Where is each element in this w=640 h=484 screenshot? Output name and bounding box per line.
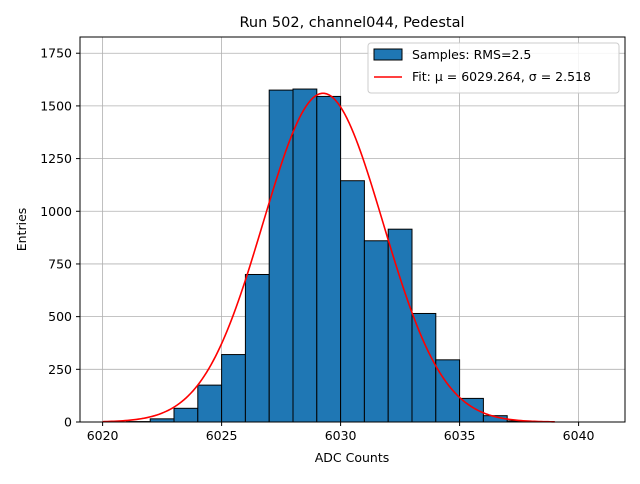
y-tick-label: 0 bbox=[64, 415, 72, 430]
y-tick-label: 1750 bbox=[40, 46, 72, 61]
histogram-bar bbox=[222, 355, 246, 422]
legend-histogram-label: Samples: RMS=2.5 bbox=[412, 47, 531, 62]
histogram-bar bbox=[388, 229, 412, 422]
histogram-bar bbox=[293, 89, 317, 422]
y-tick-label: 1000 bbox=[40, 204, 72, 219]
histogram-bar bbox=[364, 241, 388, 422]
histogram-bar bbox=[198, 385, 222, 422]
x-axis-label: ADC Counts bbox=[315, 450, 390, 465]
legend-histogram-swatch bbox=[374, 49, 402, 60]
histogram-bar bbox=[245, 274, 269, 422]
histogram-bar bbox=[412, 313, 436, 422]
histogram-bar bbox=[317, 96, 341, 422]
x-tick-label: 6030 bbox=[325, 428, 357, 443]
y-axis-label: Entries bbox=[14, 208, 29, 252]
y-tick-label: 1250 bbox=[40, 151, 72, 166]
y-tick-label: 1500 bbox=[40, 98, 72, 113]
y-tick-label: 250 bbox=[48, 362, 72, 377]
legend-fit-label: Fit: μ = 6029.264, σ = 2.518 bbox=[412, 69, 591, 84]
y-tick-label: 500 bbox=[48, 309, 72, 324]
histogram-bar bbox=[174, 408, 198, 422]
legend: Samples: RMS=2.5 Fit: μ = 6029.264, σ = … bbox=[368, 43, 619, 93]
histogram-bar bbox=[436, 360, 460, 422]
x-tick-label: 6020 bbox=[87, 428, 119, 443]
x-tick-label: 6025 bbox=[206, 428, 238, 443]
x-tick-label: 6035 bbox=[444, 428, 476, 443]
histogram-bar bbox=[460, 398, 484, 422]
chart-title: Run 502, channel044, Pedestal bbox=[239, 15, 464, 31]
histogram-bar bbox=[341, 181, 365, 422]
x-tick-label: 6040 bbox=[563, 428, 595, 443]
y-tick-label: 750 bbox=[48, 256, 72, 271]
